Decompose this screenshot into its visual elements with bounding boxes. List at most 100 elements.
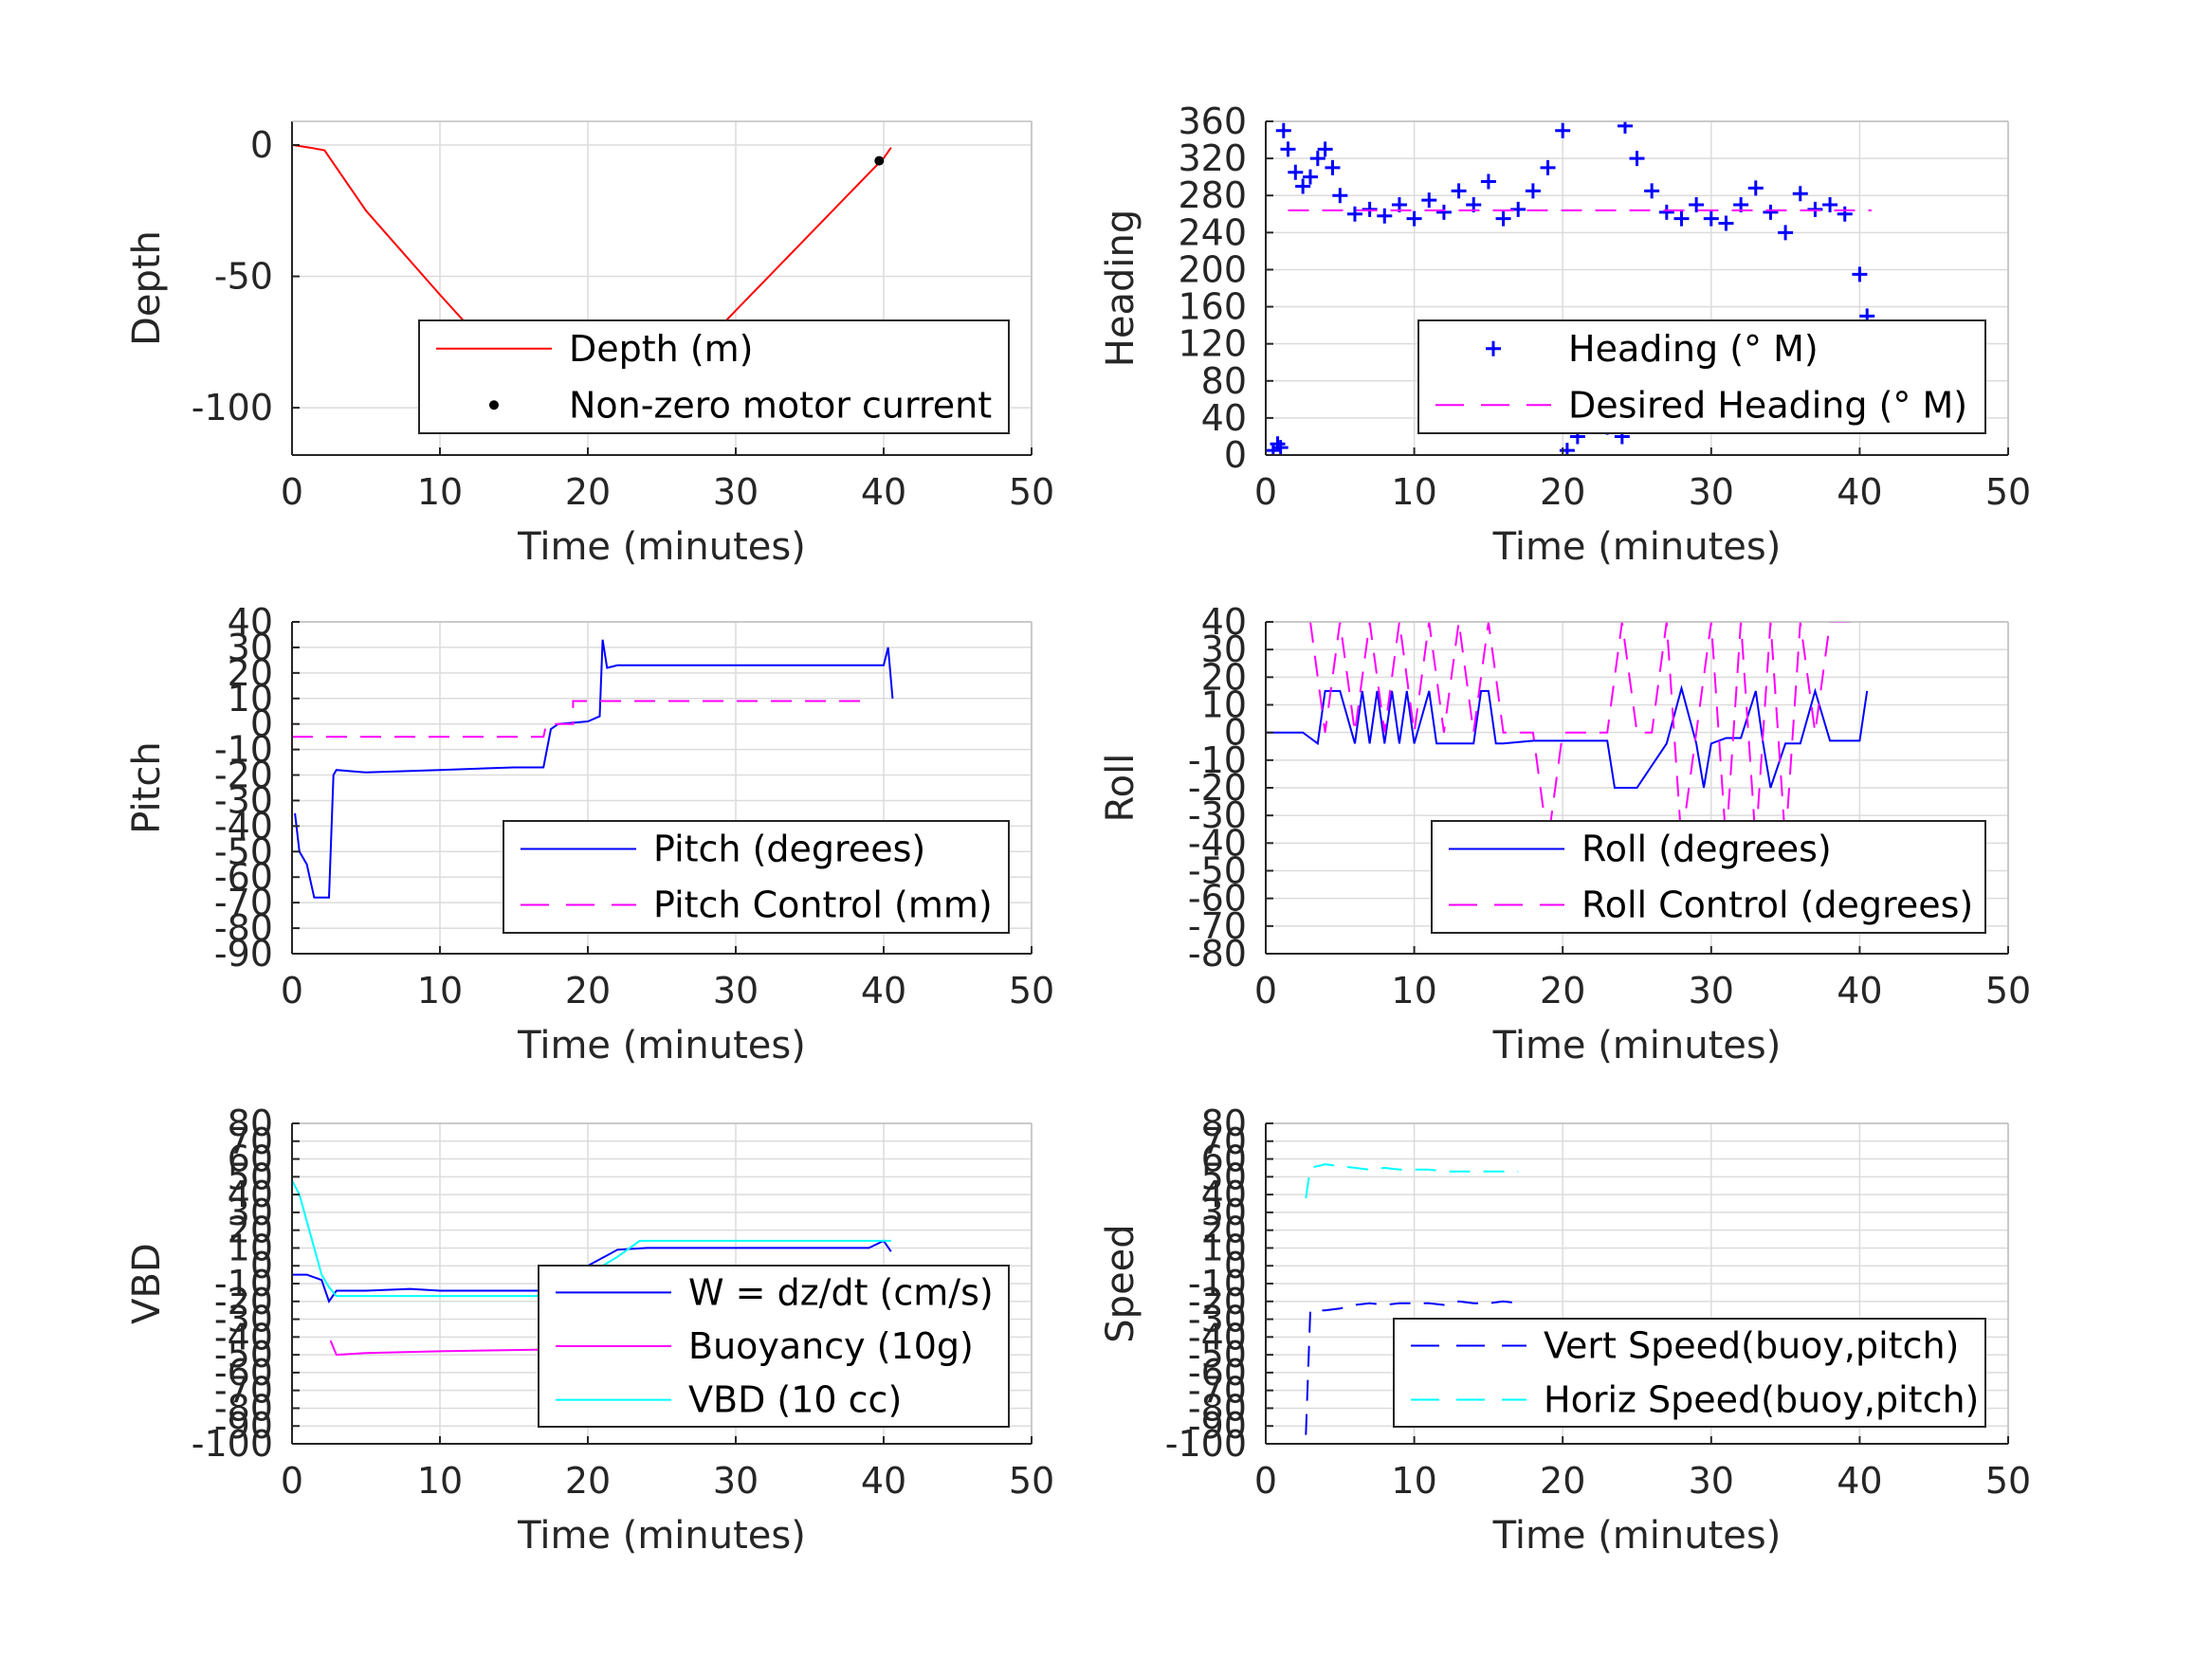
x-tick-label: 10 — [417, 1460, 463, 1502]
y-tick-label: 80 — [1201, 360, 1247, 402]
series-1-0-point — [1644, 183, 1660, 199]
series-1-0-point — [1325, 159, 1341, 175]
y-tick-label: 30 — [1201, 629, 1247, 670]
y-tick-label: -100 — [192, 387, 273, 428]
y-tick-label: -70 — [214, 882, 273, 923]
y-tick-label: 40 — [1201, 1174, 1247, 1215]
series-1-0-point — [1317, 141, 1333, 157]
series-2-1-line — [292, 700, 869, 738]
y-tick-label: 50 — [228, 1156, 273, 1197]
series-layer — [1266, 622, 1869, 844]
y-tick-label: -20 — [214, 1281, 273, 1322]
series-1-0-point — [1778, 225, 1794, 241]
legend: Heading (° M) Desired Heading (° M) — [1417, 319, 1986, 434]
x-tick-label: 0 — [281, 471, 303, 513]
series-1-0-point — [1510, 201, 1526, 217]
y-tick-label: 160 — [1178, 286, 1247, 328]
series-1-0-point — [1852, 266, 1868, 283]
legend-label: Roll Control (degrees) — [1581, 884, 1973, 926]
x-axis-label: Time (minutes) — [517, 1024, 806, 1067]
x-axis-label: Time (minutes) — [517, 1514, 806, 1558]
legend: W = dz/dt (cm/s) Buoyancy (10g) VBD (10 cc… — [538, 1265, 1010, 1428]
y-tick-label: -40 — [1188, 1316, 1247, 1358]
y-tick-label: -30 — [1188, 794, 1247, 836]
y-tick-label: 40 — [1201, 397, 1247, 439]
legend-label: Vert Speed(buoy,pitch) — [1544, 1325, 1959, 1367]
y-axis-label: Pitch — [125, 741, 169, 833]
y-tick-label: 50 — [1201, 1156, 1247, 1197]
y-tick-label: 20 — [1201, 1210, 1247, 1251]
y-tick-label: 280 — [1178, 174, 1247, 216]
y-tick-label: -50 — [1188, 1334, 1247, 1376]
y-axis-label: Heading — [1099, 210, 1143, 367]
y-tick-label: 80 — [228, 1103, 273, 1144]
x-tick-label: 40 — [1837, 471, 1882, 513]
y-tick-label: -10 — [214, 729, 273, 771]
y-tick-label: -70 — [214, 1370, 273, 1412]
y-tick-label: 40 — [228, 601, 273, 643]
y-tick-label: 0 — [1224, 434, 1247, 476]
y-tick-label: 10 — [1201, 684, 1247, 726]
series-1-0-point — [1280, 141, 1296, 157]
y-tick-label: -30 — [214, 1299, 273, 1340]
y-axis-label: Depth — [125, 230, 169, 346]
x-tick-label: 30 — [1689, 471, 1734, 513]
series-1-0-point — [1747, 180, 1764, 196]
legend-label: Non-zero motor current — [569, 384, 992, 426]
x-tick-label: 0 — [1254, 471, 1277, 513]
legend-label: Pitch (degrees) — [653, 829, 925, 870]
series-1-0-point — [1495, 210, 1511, 227]
series-5-0-line — [1305, 1300, 1519, 1435]
x-tick-label: 20 — [1540, 471, 1585, 513]
series-1-0-point — [1302, 169, 1318, 185]
y-tick-label: -50 — [214, 1334, 273, 1376]
x-tick-label: 10 — [1391, 471, 1436, 513]
series-1-0-point — [1540, 159, 1556, 175]
series-1-0-point — [1362, 201, 1378, 217]
series-1-0-point — [1295, 178, 1311, 194]
y-tick-label: 30 — [228, 1192, 273, 1233]
x-tick-label: 10 — [1391, 970, 1436, 1012]
legend-label: Pitch Control (mm) — [653, 884, 993, 926]
series-1-0-point — [1346, 206, 1362, 222]
y-tick-label: 60 — [228, 1139, 273, 1180]
legend-label: W = dz/dt (cm/s) — [688, 1271, 994, 1313]
series-1-0-point — [1272, 440, 1289, 455]
x-tick-label: 0 — [281, 970, 303, 1012]
legend-box — [1431, 820, 1986, 934]
x-tick-label: 20 — [565, 1460, 611, 1502]
y-tick-label: 10 — [1201, 1227, 1247, 1268]
y-tick-label: 70 — [1201, 1121, 1247, 1162]
y-tick-label: 360 — [1178, 100, 1247, 142]
x-tick-label: 50 — [1009, 970, 1054, 1012]
x-axis-label: Time (minutes) — [517, 525, 806, 569]
series-1-0-point — [1617, 121, 1633, 134]
x-tick-label: 0 — [1254, 1460, 1277, 1502]
y-tick-label: -40 — [214, 1316, 273, 1358]
y-tick-label: 240 — [1178, 211, 1247, 253]
legend: Roll (degrees) Roll Control (degrees) — [1431, 820, 1986, 934]
legend-marker — [1486, 340, 1501, 356]
y-tick-label: 20 — [1201, 656, 1247, 698]
y-tick-label: 10 — [228, 1227, 273, 1268]
x-tick-label: 50 — [1009, 471, 1054, 513]
y-tick-label: -50 — [214, 256, 273, 298]
y-axis-label: VBD — [125, 1243, 169, 1324]
legend-label: Heading (° M) — [1568, 328, 1819, 370]
y-tick-label: 0 — [250, 1245, 273, 1286]
legend: Pitch (degrees) Pitch Control (mm) — [503, 820, 1010, 934]
series-1-0-point — [1309, 151, 1325, 167]
legend-box — [418, 319, 1010, 434]
x-tick-label: 40 — [861, 970, 906, 1012]
series-1-0-point — [1332, 188, 1348, 204]
subplot-4: 0 10 20 30 40 5080706050403020100-10-20-30-40… — [125, 1103, 1054, 1558]
series-1-0-point — [1275, 122, 1291, 138]
y-tick-label: -20 — [214, 755, 273, 796]
y-tick-label: -70 — [1188, 1370, 1247, 1412]
series-1-0-point — [1377, 208, 1393, 224]
series-layer — [1305, 1163, 1519, 1435]
series-1-0-point — [1822, 197, 1838, 212]
series-layer — [1266, 121, 1875, 455]
x-tick-label: 10 — [417, 471, 463, 513]
y-axis-label: Speed — [1099, 1224, 1143, 1342]
